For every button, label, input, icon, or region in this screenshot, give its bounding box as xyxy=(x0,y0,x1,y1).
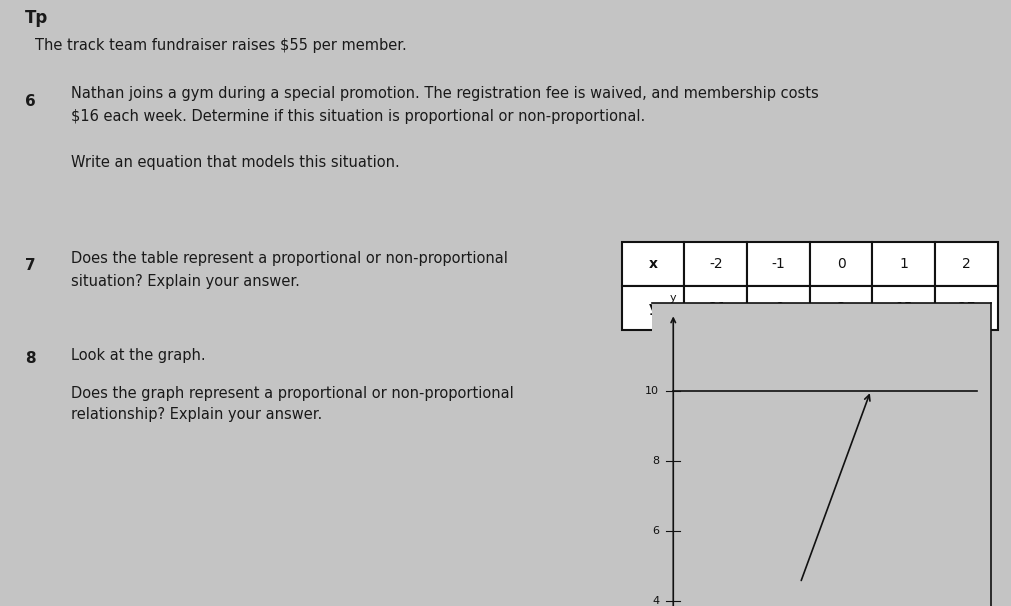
Bar xyxy=(684,286,747,330)
Text: y: y xyxy=(670,293,676,303)
Text: Write an equation that models this situation.: Write an equation that models this situa… xyxy=(71,155,399,170)
Text: $16 each week. Determine if this situation is proportional or non-proportional.: $16 each week. Determine if this situati… xyxy=(71,109,645,124)
Bar xyxy=(810,242,872,286)
Text: 8: 8 xyxy=(25,351,36,367)
Bar xyxy=(622,242,684,286)
Bar xyxy=(872,286,935,330)
Bar xyxy=(810,286,872,330)
Text: 6: 6 xyxy=(25,94,36,109)
Text: Does the graph represent a proportional or non-proportional: Does the graph represent a proportional … xyxy=(71,386,514,401)
Text: 3: 3 xyxy=(837,301,845,315)
Text: -21: -21 xyxy=(705,301,727,315)
Text: 1: 1 xyxy=(900,257,908,271)
Text: 15: 15 xyxy=(895,301,913,315)
Text: 7: 7 xyxy=(25,258,36,273)
Text: 6: 6 xyxy=(652,525,659,536)
Text: Nathan joins a gym during a special promotion. The registration fee is waived, a: Nathan joins a gym during a special prom… xyxy=(71,86,819,101)
Text: Does the table represent a proportional or non-proportional: Does the table represent a proportional … xyxy=(71,251,508,267)
Bar xyxy=(935,286,998,330)
Bar xyxy=(872,242,935,286)
Bar xyxy=(747,242,810,286)
Text: The track team fundraiser raises $55 per member.: The track team fundraiser raises $55 per… xyxy=(35,38,407,53)
Text: -1: -1 xyxy=(771,257,786,271)
Text: -2: -2 xyxy=(709,257,723,271)
Text: Look at the graph.: Look at the graph. xyxy=(71,348,205,364)
Bar xyxy=(747,286,810,330)
Text: 27: 27 xyxy=(957,301,976,315)
Text: 8: 8 xyxy=(652,456,659,465)
Text: Tp: Tp xyxy=(25,9,49,27)
Text: x: x xyxy=(649,257,657,271)
Bar xyxy=(684,242,747,286)
Text: relationship? Explain your answer.: relationship? Explain your answer. xyxy=(71,407,323,422)
Bar xyxy=(935,242,998,286)
Text: 2: 2 xyxy=(962,257,971,271)
Bar xyxy=(622,286,684,330)
Text: 4: 4 xyxy=(652,596,659,605)
Text: situation? Explain your answer.: situation? Explain your answer. xyxy=(71,274,299,289)
Text: 10: 10 xyxy=(645,385,659,396)
Text: 0: 0 xyxy=(837,257,845,271)
Text: -9: -9 xyxy=(771,301,786,315)
Text: y: y xyxy=(649,301,657,315)
